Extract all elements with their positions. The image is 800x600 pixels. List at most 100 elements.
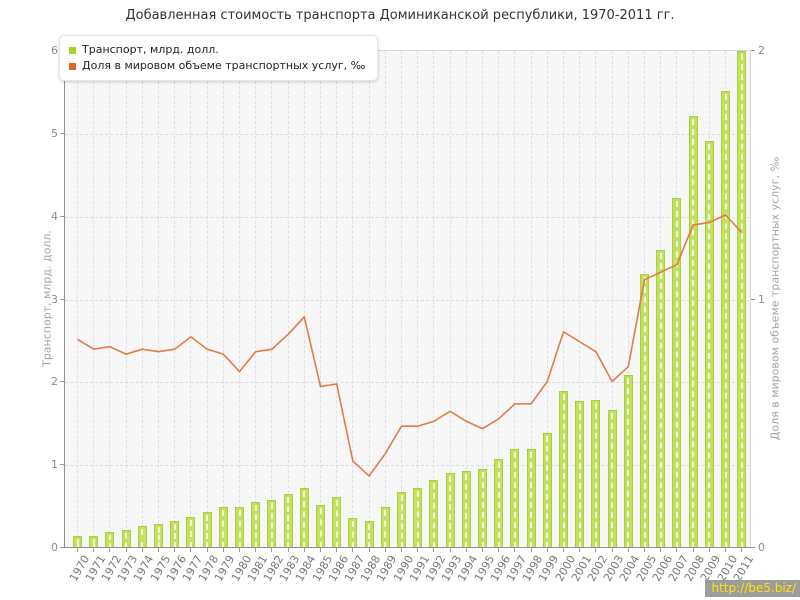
bar-stripe (465, 473, 468, 548)
bar-2000 (559, 391, 568, 548)
bar-1991 (413, 487, 423, 548)
x-tick-mark (449, 548, 451, 552)
x-tick-mark (320, 548, 321, 552)
bar-1981 (251, 501, 261, 548)
bar-stripe (384, 510, 387, 548)
bar-1977 (186, 516, 196, 548)
bar-1986 (332, 497, 342, 548)
left-tick-label-4: 4 (51, 209, 58, 223)
bar-1998 (526, 449, 536, 548)
x-tick-mark (174, 548, 176, 552)
bar-stripe (546, 435, 549, 548)
x-tick-mark (741, 548, 743, 552)
bar-2001 (575, 400, 585, 548)
x-tick-mark (77, 548, 78, 552)
bar-stripe (270, 502, 273, 548)
bar-1995 (478, 469, 487, 548)
x-tick-mark (530, 548, 532, 552)
left-tick-label-2: 2 (51, 375, 58, 389)
x-tick-mark (546, 548, 548, 552)
x-tick-mark (368, 548, 370, 552)
bar-1978 (202, 511, 212, 548)
bar-stripe (481, 472, 484, 548)
bar-1996 (494, 458, 504, 548)
x-tick-mark (303, 548, 305, 552)
x-tick-mark (287, 548, 289, 552)
bar-stripe (76, 538, 79, 548)
x-tick-mark (692, 548, 694, 552)
bar-stripe (432, 483, 435, 548)
left-tick-mark (60, 381, 64, 383)
x-tick-mark (627, 548, 629, 552)
bar-1974 (137, 525, 147, 548)
plot-area (65, 50, 751, 548)
x-tick-mark (336, 548, 338, 552)
bar-stripe (627, 377, 630, 548)
bar-stripe (416, 490, 419, 548)
x-tick-mark (239, 548, 240, 552)
bar-stripe (497, 461, 500, 548)
x-tick-mark (465, 548, 467, 552)
bar-1997 (510, 449, 520, 548)
bar-stripe (692, 118, 695, 548)
x-tick-mark (93, 548, 95, 552)
x-tick-mark (660, 548, 662, 552)
bar-1982 (267, 499, 277, 548)
bar-stripe (449, 475, 452, 548)
bottom-axis-line (64, 547, 751, 548)
bar-stripe (368, 523, 371, 548)
bar-1976 (170, 521, 180, 548)
bar-stripe (238, 510, 241, 548)
bar-2007 (672, 198, 682, 548)
bar-stripe (740, 54, 743, 548)
x-tick-mark (206, 548, 208, 552)
x-tick-mark (125, 548, 127, 552)
bar-stripe (108, 535, 111, 548)
bar-1994 (461, 470, 471, 548)
bar-2008 (688, 115, 698, 548)
bar-stripe (189, 519, 192, 548)
left-tick-label-1: 1 (51, 458, 58, 472)
bar-2011 (737, 51, 747, 548)
right-tick-mark (751, 50, 755, 51)
bar-stripe (157, 526, 160, 548)
left-tick-mark (60, 464, 64, 466)
bar-1992 (429, 480, 439, 548)
bar-1971 (89, 535, 99, 548)
bar-stripe (562, 394, 565, 548)
right-tick-mark (751, 298, 755, 300)
bar-1985 (316, 504, 325, 548)
left-tick-label-0: 0 (51, 541, 58, 554)
bar-stripe (335, 500, 338, 548)
legend-marker-bar-icon (69, 46, 76, 54)
bar-1999 (542, 432, 552, 548)
bar-stripe (141, 528, 144, 548)
bar-stripe (287, 497, 290, 548)
x-tick-mark (401, 548, 402, 552)
bar-stripe (400, 494, 403, 548)
x-tick-mark (644, 548, 645, 552)
x-tick-mark (595, 548, 597, 552)
bar-1988 (364, 520, 374, 548)
legend-item-share: Доля в мировом объеме транспортных услуг… (69, 58, 365, 74)
legend: Транспорт, млрд. долл. Доля в мировом об… (59, 35, 379, 81)
x-tick-mark (579, 548, 581, 552)
left-tick-label-6: 6 (51, 44, 58, 57)
bar-stripe (594, 402, 597, 548)
bar-stripe (611, 412, 614, 548)
right-tick-label-1: 1 (758, 292, 765, 306)
left-tick-mark (60, 215, 64, 217)
x-tick-mark (222, 548, 224, 552)
bar-stripe (222, 510, 225, 548)
bar-stripe (254, 504, 257, 548)
right-tick-label-2: 2 (758, 44, 765, 57)
x-tick-mark (255, 548, 257, 552)
bar-1984 (299, 487, 309, 548)
bar-2003 (607, 409, 617, 548)
chart-title: Добавленная стоимость транспорта Доминик… (125, 8, 675, 23)
left-tick-label-3: 3 (51, 292, 58, 306)
bar-2004 (623, 374, 633, 548)
bar-1973 (121, 529, 131, 548)
watermark-link[interactable]: http://be5.biz/ (705, 580, 800, 597)
bar-stripe (643, 276, 646, 548)
